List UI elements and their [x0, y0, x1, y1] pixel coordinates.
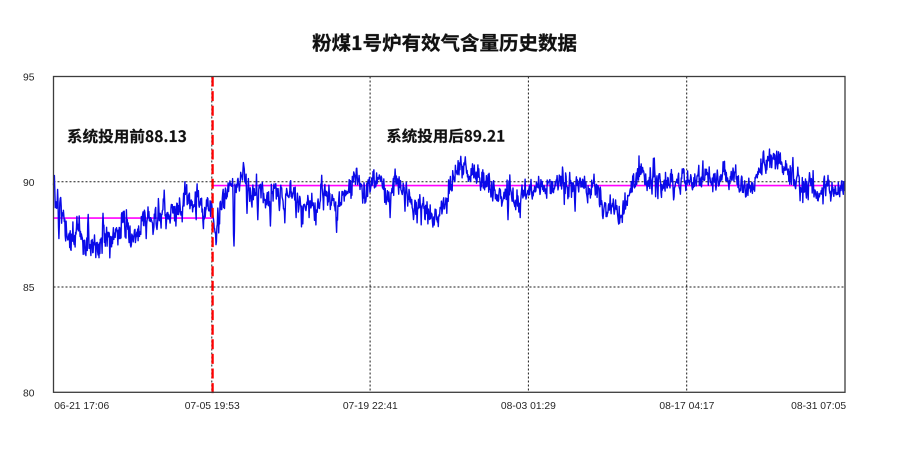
svg-text:95: 95 [23, 73, 35, 84]
svg-text:80: 80 [23, 388, 35, 399]
svg-text:07-05 19:53: 07-05 19:53 [185, 401, 240, 412]
svg-text:08-03 01:29: 08-03 01:29 [501, 401, 556, 412]
svg-text:90: 90 [23, 178, 35, 189]
svg-text:08-31 07:05: 08-31 07:05 [791, 401, 846, 412]
svg-text:07-19 22:41: 07-19 22:41 [343, 401, 398, 412]
svg-text:85: 85 [23, 283, 35, 294]
svg-text:06-21 17:06: 06-21 17:06 [54, 401, 109, 412]
svg-text:08-17 04:17: 08-17 04:17 [659, 401, 714, 412]
